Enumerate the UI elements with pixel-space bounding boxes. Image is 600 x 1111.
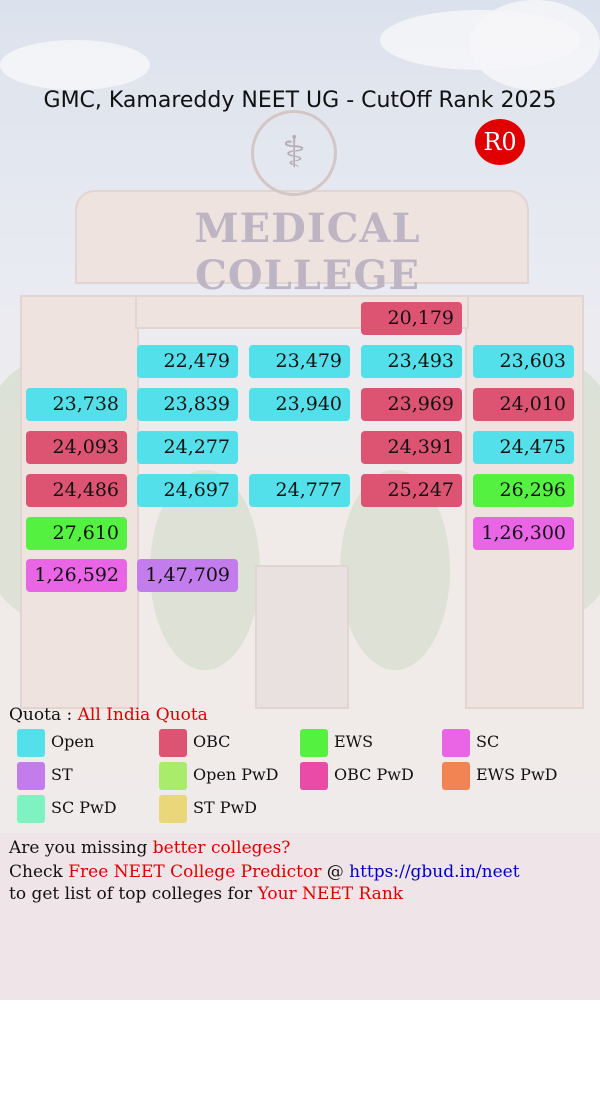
predictor-link[interactable]: Free NEET College Predictor [68,862,322,882]
legend-label: Open [51,732,95,751]
legend-swatch [159,729,187,757]
legend-swatch [159,795,187,823]
cutoff-cell: 22,479 [137,345,238,378]
legend-swatch [442,729,470,757]
cutoff-cell: 23,493 [361,345,462,378]
cutoff-cell: 23,603 [473,345,574,378]
cutoff-cell: 25,247 [361,474,462,507]
cutoff-cell: 24,010 [473,388,574,421]
legend-label: SC PwD [51,798,117,817]
legend-label: ST [51,765,73,784]
cutoff-cell: 24,486 [26,474,127,507]
cutoff-cell: 23,940 [249,388,350,421]
legend-label: ST PwD [193,798,258,817]
cutoff-cell: 24,475 [473,431,574,464]
round-badge: R0 [475,119,525,165]
college-sign: MEDICAL COLLEGE [194,205,421,299]
legend-label: EWS PwD [476,765,558,784]
quota-label: Quota : [9,705,73,725]
promo-line-3: to get list of top colleges for Your NEE… [9,884,403,904]
cutoff-cell: 24,697 [137,474,238,507]
legend-swatch [17,795,45,823]
legend-label: SC [476,732,500,751]
legend-label: OBC [193,732,231,751]
cutoff-cell: 23,738 [26,388,127,421]
legend-swatch [159,762,187,790]
cutoff-cell: 27,610 [26,517,127,550]
cutoff-cell: 23,839 [137,388,238,421]
promo-highlight: better colleges? [152,838,291,858]
page-title: GMC, Kamareddy NEET UG - CutOff Rank 202… [43,88,557,113]
quota-value: All India Quota [77,705,208,725]
cutoff-cell: 20,179 [361,302,462,335]
cutoff-cell: 1,26,300 [473,517,574,550]
promo-highlight: Your NEET Rank [257,884,404,904]
legend-label: OBC PwD [334,765,414,784]
cutoff-cell: 26,296 [473,474,574,507]
cutoff-cell: 24,093 [26,431,127,464]
promo-text: to get list of top colleges for [9,884,258,904]
cutoff-cell: 24,391 [361,431,462,464]
legend-label: EWS [334,732,374,751]
promo-line-1: Are you missing better colleges? [9,838,290,858]
cutoff-cell: 24,277 [137,431,238,464]
quota-line: Quota : All India Quota [9,705,208,725]
cutoff-cell: 1,26,592 [26,559,127,592]
predictor-url-link[interactable]: https://gbud.in/neet [349,862,520,882]
legend-swatch [300,729,328,757]
cutoff-cell: 23,969 [361,388,462,421]
legend-swatch [442,762,470,790]
promo-panel: Are you missing better colleges? Check F… [0,833,600,1000]
promo-text: Check [9,862,69,882]
legend-swatch [17,762,45,790]
cutoff-cell: 23,479 [249,345,350,378]
promo-text: Are you missing [9,838,153,858]
cutoff-cell: 1,47,709 [137,559,238,592]
legend-swatch [17,729,45,757]
legend-label: Open PwD [193,765,279,784]
caduceus-icon: ⚕ [251,110,337,196]
promo-line-2: Check Free NEET College Predictor @ http… [9,862,520,882]
legend-swatch [300,762,328,790]
promo-text: @ [321,862,350,882]
cutoff-cell: 24,777 [249,474,350,507]
